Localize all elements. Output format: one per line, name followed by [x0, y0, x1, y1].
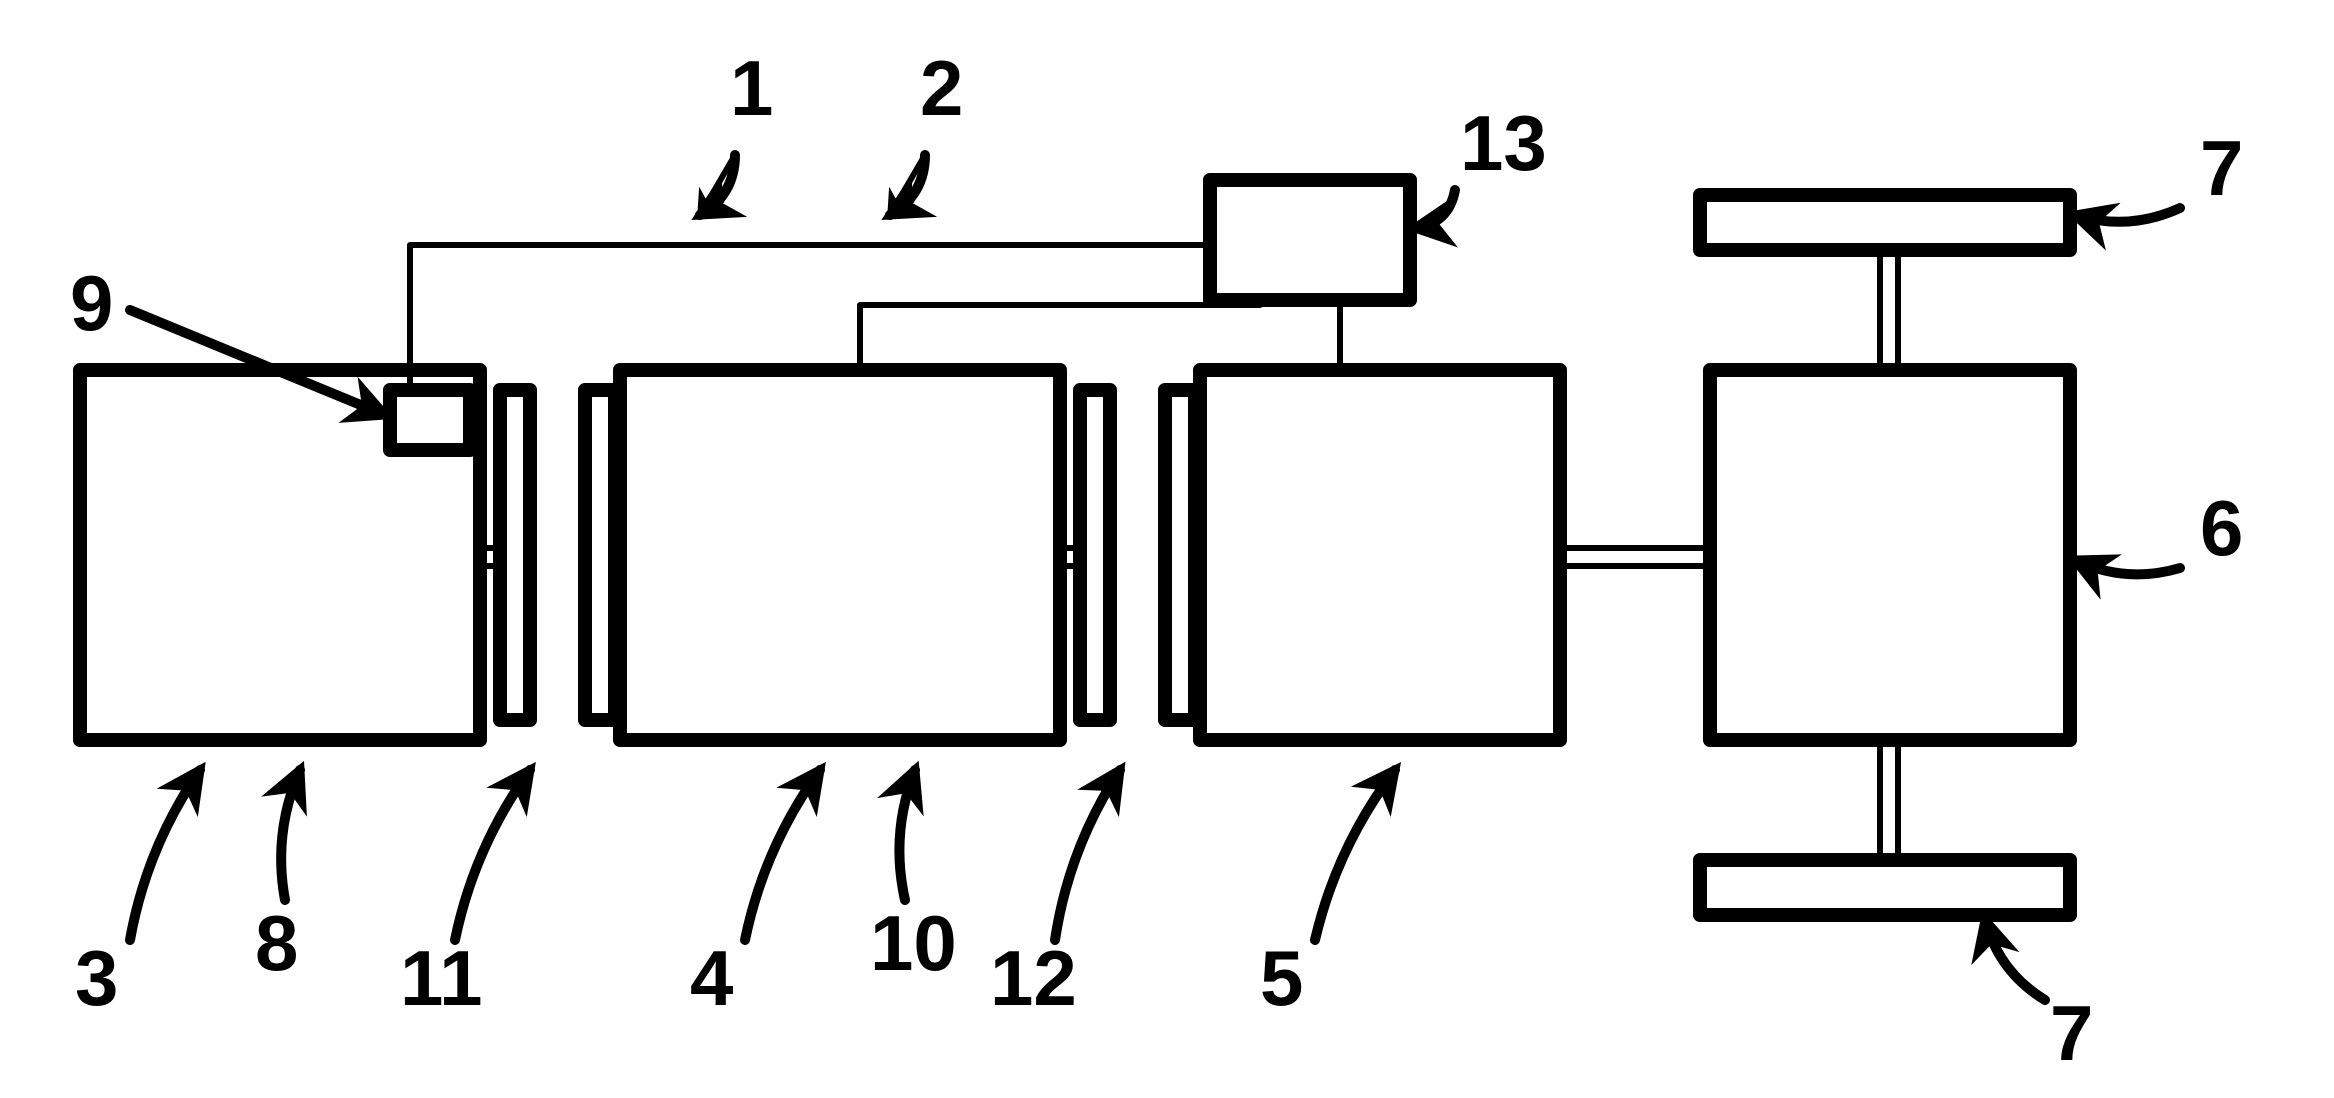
shaft-c12-out [1195, 548, 1200, 566]
clutch-c11-left-disc [500, 390, 530, 720]
leader-5 [1315, 770, 1395, 940]
clutch-c11-right-disc [585, 390, 615, 720]
label-7a: 7 [2200, 124, 2243, 212]
axle-shaft-bottom [1880, 740, 1898, 860]
box-b3 [80, 370, 480, 740]
leader-9 [130, 310, 385, 415]
label-6: 6 [2200, 484, 2243, 572]
label-10: 10 [870, 899, 957, 987]
label-13: 13 [1460, 99, 1547, 187]
wheel-top [1700, 195, 2070, 250]
box-b6 [1710, 370, 2070, 740]
label-2: 2 [920, 44, 963, 132]
wire-w2 [860, 300, 1260, 370]
label-3: 3 [75, 934, 118, 1022]
box-b5 [1200, 370, 1560, 740]
leader-10 [899, 770, 915, 900]
label-11: 11 [400, 934, 482, 1022]
axle-shaft-top [1880, 250, 1898, 370]
leader-7a [2075, 208, 2180, 222]
leader-3 [130, 770, 200, 940]
box-b13 [1210, 180, 1410, 300]
shaft-56 [1560, 548, 1710, 566]
leader-8 [281, 770, 300, 900]
shaft-c11-out [615, 548, 620, 566]
leader-13 [1415, 190, 1455, 228]
box-b4 [620, 370, 1060, 740]
clutch-c12-left-disc [1080, 390, 1110, 720]
label-5: 5 [1260, 934, 1303, 1022]
clutch-c12-right-disc [1165, 390, 1195, 720]
label-1: 1 [730, 44, 773, 132]
wheel-bottom [1700, 860, 2070, 915]
leader-6 [2075, 560, 2180, 574]
label-8: 8 [255, 899, 298, 987]
label-4: 4 [690, 934, 733, 1022]
leader-11 [455, 770, 530, 940]
label-12: 12 [990, 934, 1077, 1022]
leader-4 [745, 770, 820, 940]
box-b9 [390, 390, 470, 450]
leader-7b [1985, 920, 2045, 1000]
label-7b: 7 [2050, 989, 2093, 1077]
label-9: 9 [70, 259, 113, 347]
leader-12 [1055, 770, 1120, 940]
